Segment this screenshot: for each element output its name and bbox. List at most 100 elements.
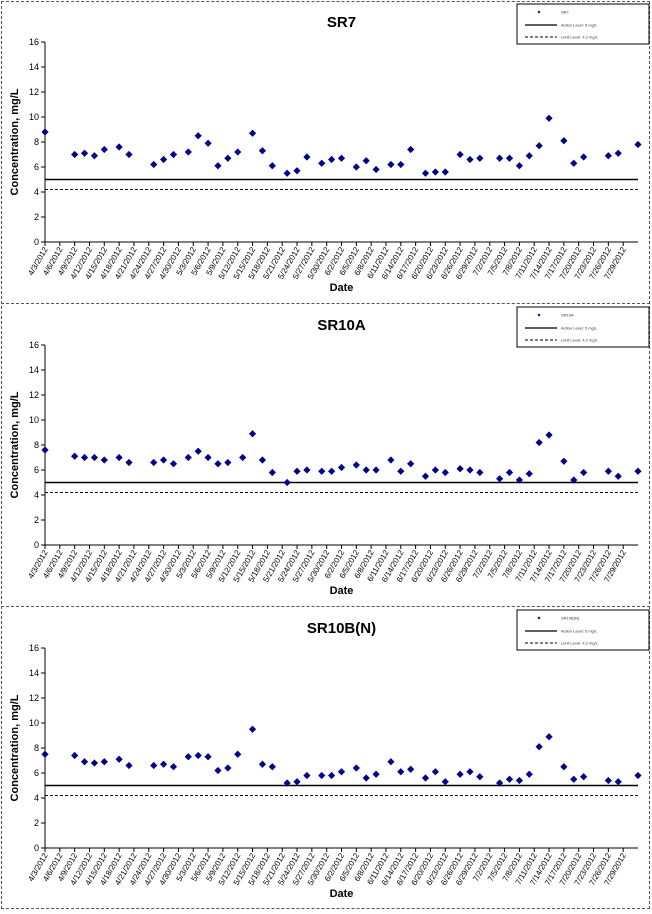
data-point	[362, 774, 370, 782]
data-point	[90, 152, 99, 160]
y-tick-label: 2	[34, 212, 39, 222]
y-tick-label: 12	[29, 87, 39, 97]
data-point	[496, 475, 504, 483]
data-point	[184, 753, 192, 761]
data-point	[41, 446, 49, 454]
data-point	[224, 154, 232, 162]
data-point	[100, 456, 108, 464]
y-tick-label: 8	[34, 137, 39, 147]
y-tick-label: 12	[29, 390, 39, 400]
data-point	[634, 771, 642, 780]
data-point	[204, 139, 212, 147]
data-point	[560, 763, 568, 771]
y-tick-label: 10	[29, 112, 39, 122]
data-point	[160, 760, 168, 768]
data-point	[431, 168, 439, 176]
data-point	[407, 460, 415, 468]
legend-label-series: SR7	[561, 10, 570, 15]
data-point	[150, 761, 158, 770]
data-point	[535, 142, 543, 150]
data-point	[387, 456, 395, 464]
y-tick-label: 12	[29, 693, 39, 703]
data-point	[115, 143, 123, 151]
data-point	[476, 154, 484, 162]
legend-marker	[537, 10, 541, 14]
data-point	[466, 466, 474, 474]
data-point	[431, 768, 439, 776]
y-tick-label: 10	[29, 415, 39, 425]
data-point	[337, 154, 346, 162]
panel-separator	[1, 303, 650, 304]
data-point	[71, 150, 79, 159]
data-point	[535, 743, 543, 751]
data-point	[515, 476, 523, 484]
data-point	[169, 763, 178, 771]
data-point	[505, 468, 514, 477]
chart-panel-sr10b: SR10B(N) 0 2 4 6 8 10 12 14 16 Concentration, mg/L…	[0, 606, 652, 909]
data-point	[560, 137, 568, 145]
data-point	[535, 438, 543, 447]
data-point	[604, 776, 612, 785]
data-point	[496, 779, 504, 787]
data-point	[466, 768, 474, 776]
data-point	[614, 472, 622, 480]
y-tick-label: 14	[29, 365, 39, 375]
data-point	[397, 768, 405, 776]
data-point	[80, 453, 89, 462]
y-tick-label: 10	[29, 718, 39, 728]
data-point	[441, 778, 449, 786]
data-point	[100, 145, 108, 154]
data-point	[466, 155, 474, 164]
y-tick-label: 14	[29, 668, 39, 678]
legend-label-action: Action Level: 5 mg/L	[561, 23, 598, 28]
data-point	[90, 759, 99, 767]
data-point	[328, 467, 336, 475]
y-tick-label: 6	[34, 162, 39, 172]
data-point	[224, 764, 232, 772]
data-point	[337, 463, 346, 472]
data-point	[169, 150, 178, 159]
data-point	[580, 773, 588, 781]
y-tick-label: 2	[34, 515, 39, 525]
y-tick-label: 0	[34, 843, 39, 853]
data-point	[505, 154, 514, 162]
data-point	[248, 430, 257, 438]
data-point	[545, 733, 553, 741]
data-point	[476, 468, 484, 477]
data-point	[268, 468, 276, 477]
data-point	[184, 453, 192, 462]
legend-label-action: Action Level: 5 mg/L	[561, 629, 598, 634]
data-point	[387, 160, 395, 169]
data-point	[560, 457, 568, 465]
data-point	[160, 456, 168, 464]
legend-label-action: Action Level: 5 mg/L	[561, 326, 598, 331]
panel-separator	[1, 606, 650, 607]
data-point	[268, 763, 276, 771]
y-tick-label: 0	[34, 540, 39, 550]
legend: SR10B(N) Action Level: 5 mg/L Limit Level:…	[516, 609, 650, 651]
data-point	[194, 132, 202, 140]
data-point	[505, 775, 514, 783]
data-point	[397, 467, 405, 475]
data-point	[515, 776, 523, 785]
data-point	[204, 453, 212, 462]
data-point	[100, 758, 108, 766]
data-point	[328, 155, 336, 164]
data-point	[248, 725, 257, 733]
data-point	[234, 148, 242, 156]
data-point	[318, 159, 326, 167]
data-point	[476, 773, 484, 781]
data-point	[441, 468, 449, 477]
data-point	[214, 766, 222, 775]
y-tick-label: 16	[29, 643, 39, 653]
y-tick-label: 16	[29, 37, 39, 47]
y-tick-label: 8	[34, 440, 39, 450]
data-point	[496, 154, 504, 162]
data-point	[41, 750, 49, 758]
data-point	[525, 152, 533, 160]
y-axis-label: Concentration, mg/L	[9, 88, 21, 195]
data-point	[362, 157, 370, 165]
data-point	[268, 162, 276, 170]
data-point	[407, 765, 415, 773]
